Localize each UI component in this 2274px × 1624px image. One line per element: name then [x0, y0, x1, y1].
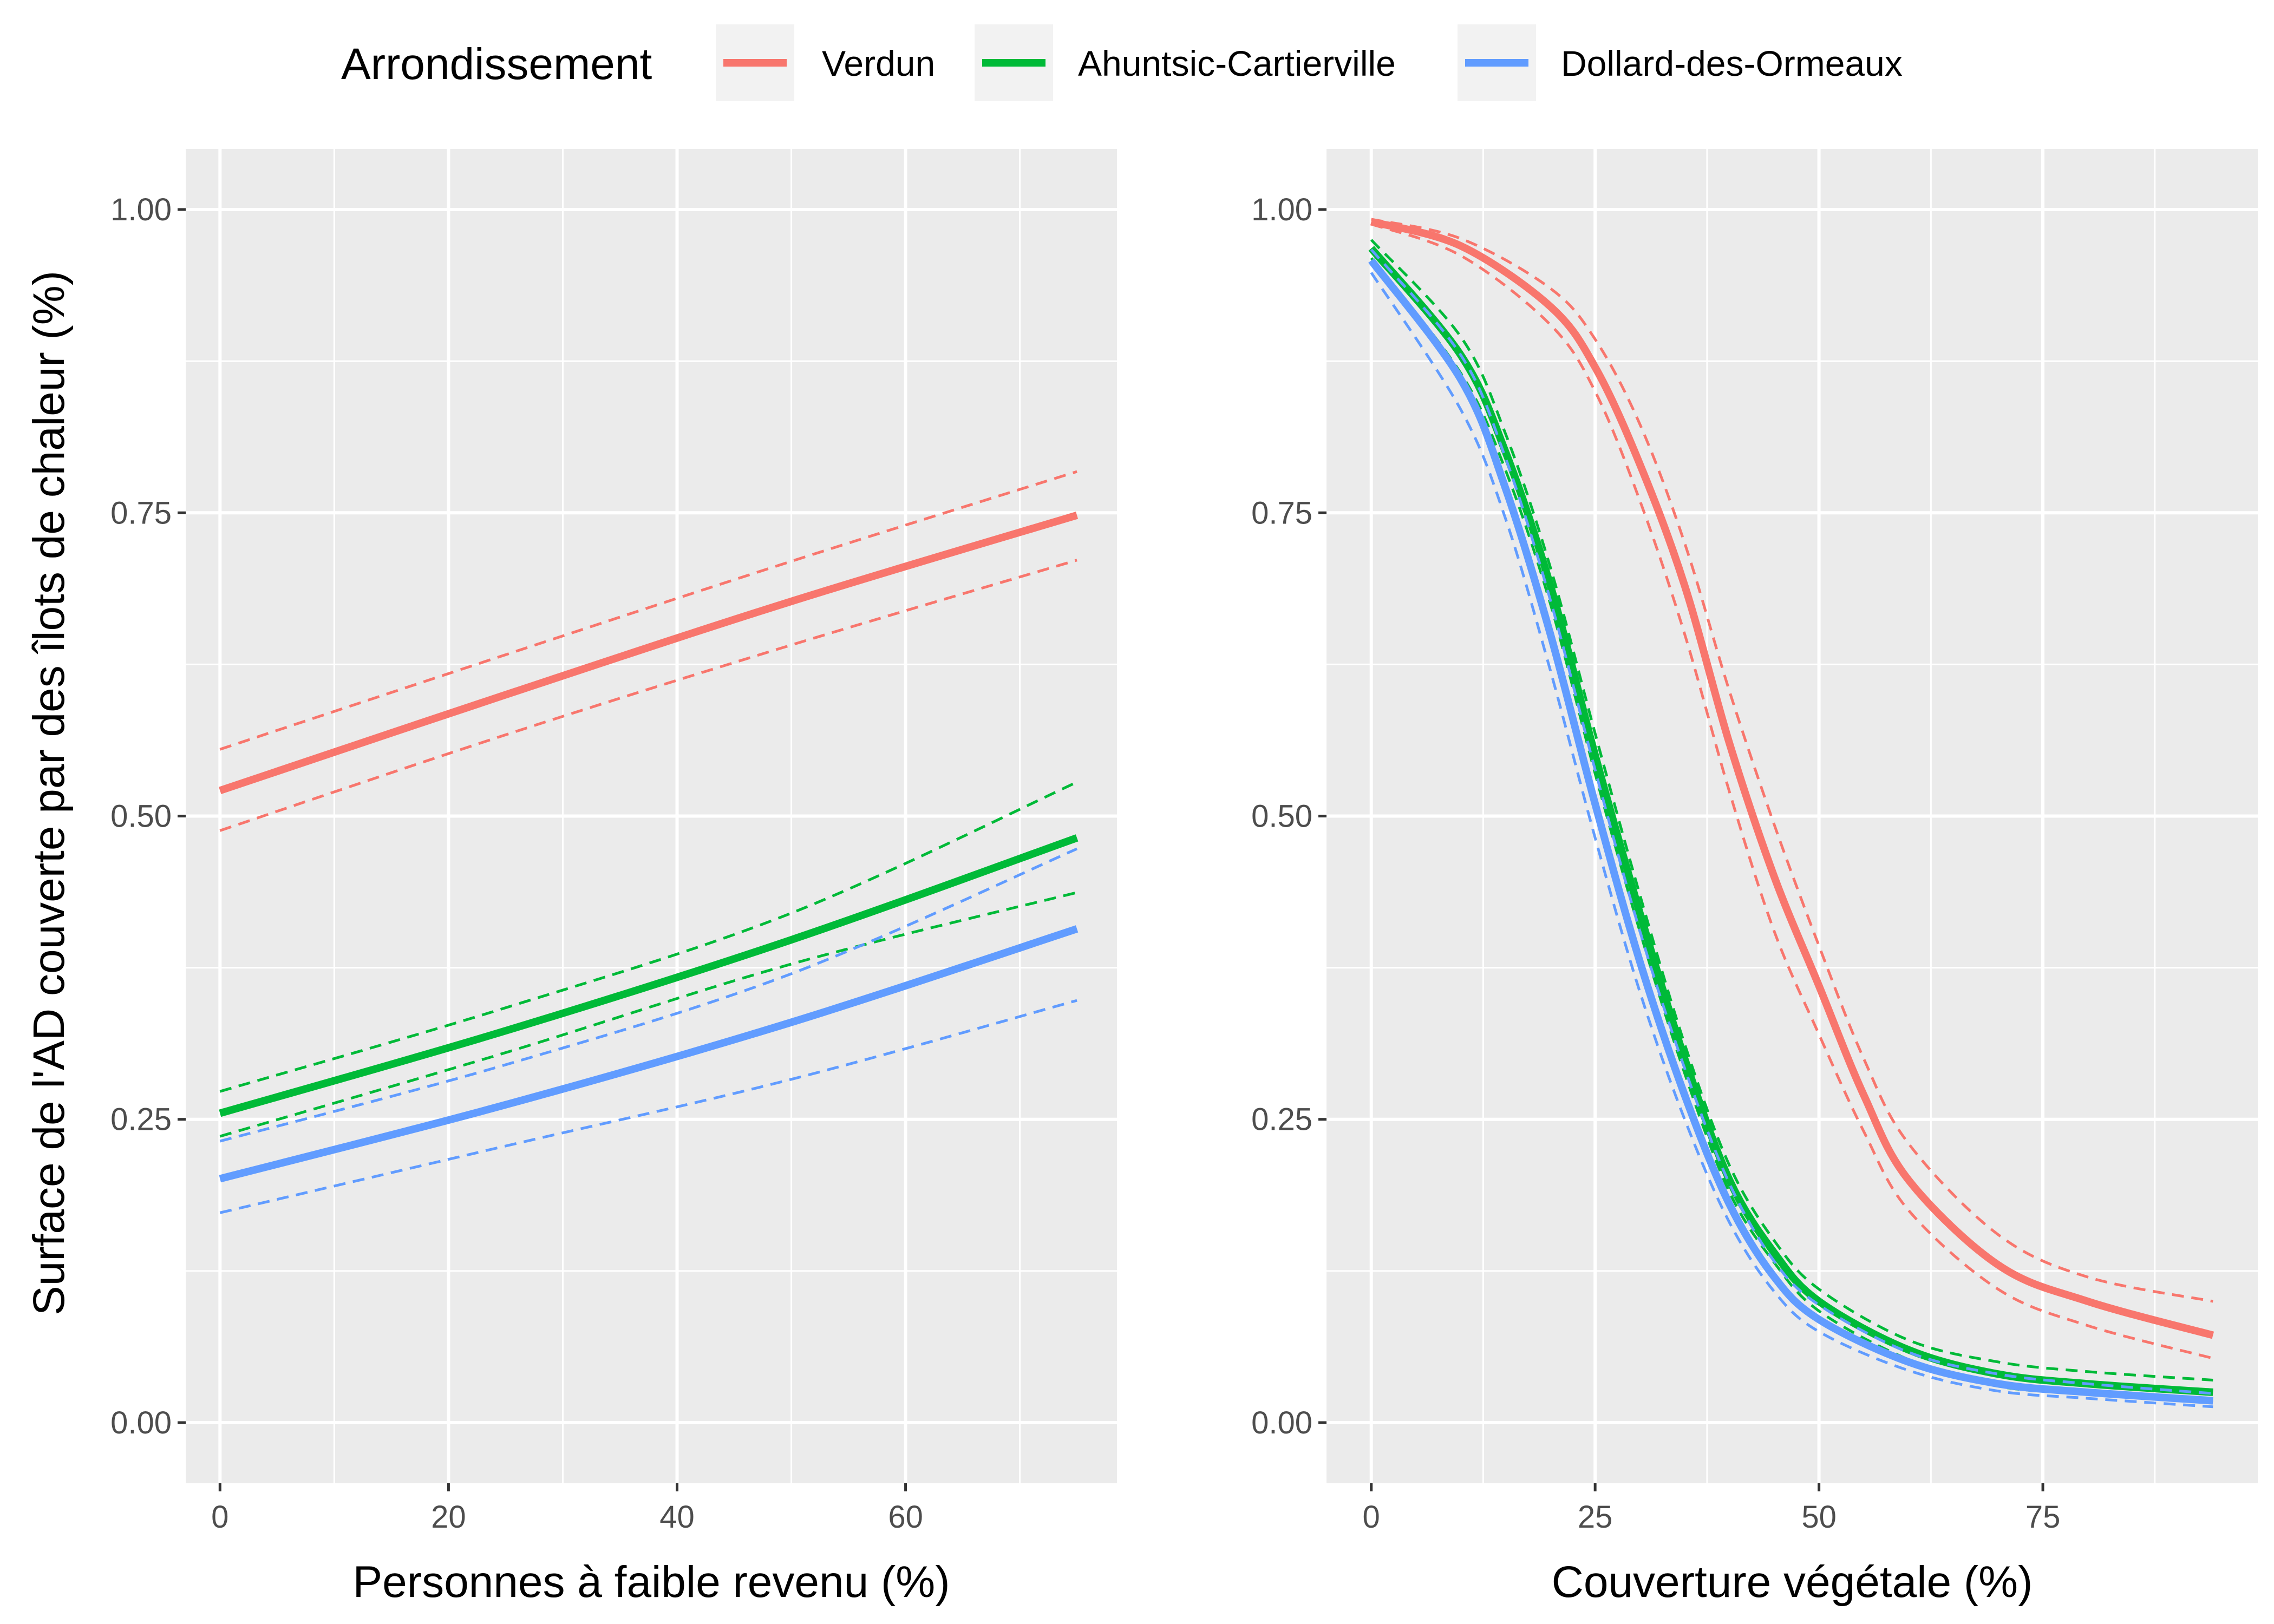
legend-title: Arrondissement — [341, 40, 652, 89]
x-tick-label: 0 — [211, 1499, 228, 1535]
y-tick-label: 0.75 — [1251, 495, 1312, 531]
x-axis-title: Couverture végétale (%) — [1552, 1557, 2033, 1607]
legend-label-verdun: Verdun — [822, 43, 935, 83]
y-tick-label: 0.50 — [110, 799, 172, 834]
legend-item-verdun: Verdun — [716, 24, 935, 101]
x-tick-label: 20 — [431, 1499, 466, 1535]
series-ahuntsic-cartierville-ci-lower — [219, 891, 1077, 1138]
series-dollard-des-ormeaux-ci-lower — [219, 999, 1077, 1214]
series-verdun — [219, 470, 1079, 832]
x-tick-label: 0 — [1363, 1499, 1380, 1535]
series-dollard-des-ormeaux — [219, 847, 1079, 1214]
series-verdun-line — [1370, 218, 2214, 1339]
series-verdun-ci-upper — [1371, 218, 2213, 1303]
y-tick-label: 1.00 — [110, 192, 172, 227]
series-ahuntsic-cartierville-ci-upper — [219, 781, 1078, 1093]
legend: Arrondissement Verdun Ahuntsic-Cartiervi… — [341, 24, 1903, 101]
y-tick-label: 0.25 — [1251, 1102, 1312, 1137]
panel-vegetation-cover: 0.00 0.25 0.50 0.75 1.00 0 25 50 75 Couverture vé… — [1251, 149, 2258, 1607]
y-tick-label: 0.75 — [110, 495, 172, 531]
series-ahuntsic-cartierville-line — [219, 834, 1079, 1117]
legend-label-dollard-des-ormeaux: Dollard-des-Ormeaux — [1561, 43, 1903, 83]
series-dollard-des-ormeaux-line — [219, 925, 1079, 1183]
y-tick-label: 0.00 — [110, 1405, 172, 1440]
y-tick-label: 0.25 — [110, 1102, 172, 1137]
series-verdun-ci-upper — [219, 470, 1077, 751]
series-verdun — [1370, 218, 2214, 1360]
y-axis-title: Surface de l'AD couverte par des îlots d… — [24, 271, 74, 1315]
series-verdun-ci-lower — [219, 559, 1077, 832]
y-tick-label: 0.00 — [1251, 1405, 1312, 1440]
x-axis-title: Personnes à faible revenu (%) — [352, 1557, 950, 1607]
series-verdun-line — [219, 512, 1079, 795]
y-tick-label: 1.00 — [1251, 192, 1312, 227]
x-tick-label: 60 — [888, 1499, 923, 1535]
series-dollard-des-ormeaux — [1368, 248, 2213, 1409]
panel-low-income: 0.00 0.25 0.50 0.75 1.00 0 20 40 60 Personnes à f… — [110, 149, 1117, 1607]
series-dollard-des-ormeaux-line — [1368, 258, 2213, 1405]
series-ahuntsic-cartierville — [219, 781, 1079, 1138]
legend-item-dollard-des-ormeaux: Dollard-des-Ormeaux — [1458, 24, 1903, 101]
y-tick-label: 0.50 — [1251, 799, 1312, 834]
series-dollard-des-ormeaux-ci-upper — [219, 847, 1078, 1143]
series-dollard-des-ormeaux-ci-lower — [1370, 272, 2213, 1409]
series-dollard-des-ormeaux-ci-upper — [1370, 248, 2213, 1395]
legend-item-ahuntsic-cartierville: Ahuntsic-Cartierville — [975, 24, 1396, 101]
x-tick-label: 75 — [2025, 1499, 2061, 1535]
x-tick-label: 40 — [659, 1499, 695, 1535]
series-ahuntsic-cartierville-ci-upper — [1370, 239, 2213, 1381]
series-verdun-ci-lower — [1370, 222, 2213, 1360]
x-tick-label: 50 — [1801, 1499, 1837, 1535]
x-tick-label: 25 — [1578, 1499, 1613, 1535]
legend-label-ahuntsic-cartierville: Ahuntsic-Cartierville — [1078, 43, 1396, 83]
